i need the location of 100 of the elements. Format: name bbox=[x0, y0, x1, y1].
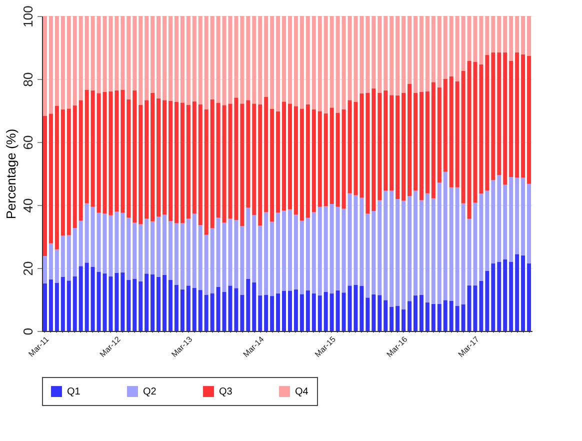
bar bbox=[126, 99, 131, 218]
bar bbox=[509, 176, 514, 262]
bar bbox=[156, 216, 161, 277]
bar bbox=[485, 55, 490, 191]
bar bbox=[276, 212, 280, 294]
bar bbox=[521, 178, 526, 256]
bar bbox=[216, 102, 220, 218]
bar bbox=[360, 16, 364, 94]
bar bbox=[384, 90, 388, 191]
bar bbox=[258, 295, 262, 331]
bar bbox=[240, 16, 244, 104]
bar bbox=[521, 255, 526, 331]
bar bbox=[402, 309, 406, 331]
bar bbox=[198, 290, 202, 331]
bar bbox=[354, 195, 358, 286]
y-tick-label: 100 bbox=[20, 6, 36, 28]
bar bbox=[84, 203, 89, 263]
bar bbox=[318, 111, 322, 207]
bar bbox=[78, 16, 83, 100]
bar bbox=[126, 280, 131, 331]
bar bbox=[419, 200, 424, 295]
bar bbox=[162, 16, 166, 100]
bar bbox=[156, 98, 161, 217]
bar bbox=[396, 16, 400, 96]
bar bbox=[282, 102, 286, 211]
bar bbox=[174, 16, 178, 102]
bar bbox=[234, 16, 238, 98]
bar bbox=[515, 254, 520, 331]
bar bbox=[114, 272, 119, 331]
bar bbox=[246, 208, 250, 280]
bar bbox=[372, 16, 376, 88]
bar bbox=[324, 16, 328, 114]
bar bbox=[204, 109, 208, 235]
bar bbox=[503, 259, 508, 331]
bar bbox=[437, 182, 442, 304]
bar bbox=[509, 16, 514, 62]
bar bbox=[461, 16, 466, 71]
bar bbox=[318, 295, 322, 331]
bar bbox=[48, 243, 53, 280]
bar bbox=[300, 108, 304, 221]
bar bbox=[144, 16, 149, 100]
bar bbox=[312, 212, 316, 294]
bar bbox=[455, 16, 460, 82]
bar bbox=[318, 16, 322, 112]
bar bbox=[138, 281, 143, 331]
bar bbox=[234, 220, 238, 288]
bar bbox=[402, 200, 406, 310]
bar bbox=[54, 16, 59, 106]
bar bbox=[294, 289, 298, 331]
bar bbox=[138, 16, 143, 105]
bar bbox=[192, 288, 196, 331]
bar bbox=[324, 206, 328, 292]
bar bbox=[336, 206, 340, 290]
bar bbox=[156, 276, 161, 331]
bar bbox=[419, 92, 424, 200]
bar bbox=[425, 16, 430, 92]
bar bbox=[198, 16, 202, 104]
y-tick-label: 80 bbox=[20, 72, 36, 87]
bar bbox=[198, 225, 202, 290]
bar bbox=[288, 290, 292, 331]
bar bbox=[384, 190, 388, 300]
bar bbox=[192, 214, 196, 288]
bar bbox=[66, 108, 71, 236]
bar bbox=[108, 16, 113, 92]
bar bbox=[437, 304, 442, 331]
bar bbox=[144, 100, 149, 219]
bar bbox=[78, 220, 83, 266]
bar bbox=[318, 206, 322, 296]
bar bbox=[186, 16, 190, 105]
bar bbox=[252, 104, 256, 216]
bar bbox=[252, 16, 256, 104]
bar bbox=[66, 235, 71, 281]
bar bbox=[378, 200, 382, 296]
bar bbox=[324, 113, 328, 206]
bar bbox=[419, 16, 424, 92]
bar bbox=[306, 290, 310, 331]
bar bbox=[324, 292, 328, 331]
bar bbox=[126, 218, 131, 280]
bar bbox=[156, 16, 161, 99]
bar bbox=[174, 223, 178, 286]
bar bbox=[503, 16, 508, 53]
bar bbox=[114, 212, 119, 273]
bar bbox=[174, 285, 178, 331]
bar bbox=[84, 262, 89, 331]
bar bbox=[282, 210, 286, 291]
bar bbox=[527, 184, 532, 264]
bar bbox=[60, 276, 65, 331]
bar bbox=[497, 175, 502, 262]
bar bbox=[527, 16, 532, 56]
bar bbox=[408, 84, 412, 196]
bar bbox=[294, 214, 298, 290]
bar bbox=[186, 286, 190, 331]
bar bbox=[455, 81, 460, 188]
bar bbox=[497, 52, 502, 176]
bar bbox=[294, 106, 298, 214]
bar bbox=[384, 16, 388, 90]
bar bbox=[150, 274, 155, 331]
bar bbox=[168, 101, 172, 222]
bar bbox=[78, 100, 83, 221]
legend-label: Q2 bbox=[143, 386, 157, 398]
